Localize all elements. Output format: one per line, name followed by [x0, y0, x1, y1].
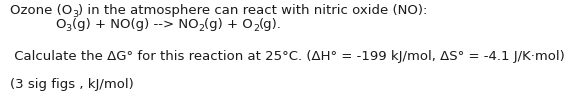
- Text: (g).: (g).: [259, 18, 282, 31]
- Text: 3: 3: [65, 24, 72, 32]
- Text: ) in the atmosphere can react with nitric oxide (NO):: ) in the atmosphere can react with nitri…: [79, 4, 428, 17]
- Text: (3 sig figs , kJ/mol): (3 sig figs , kJ/mol): [10, 78, 134, 91]
- Text: O: O: [55, 18, 65, 31]
- Text: 3: 3: [72, 10, 79, 18]
- Text: 2: 2: [198, 24, 204, 32]
- Text: (g) + NO(g) --> NO: (g) + NO(g) --> NO: [72, 18, 198, 31]
- Text: (g) + O: (g) + O: [204, 18, 253, 31]
- Text: Calculate the ΔG° for this reaction at 25°C. (ΔH° = -199 kJ/mol, ΔS° = -4.1 J/K·: Calculate the ΔG° for this reaction at 2…: [10, 50, 565, 63]
- Text: 2: 2: [253, 24, 259, 32]
- Text: Ozone (O: Ozone (O: [10, 4, 72, 17]
